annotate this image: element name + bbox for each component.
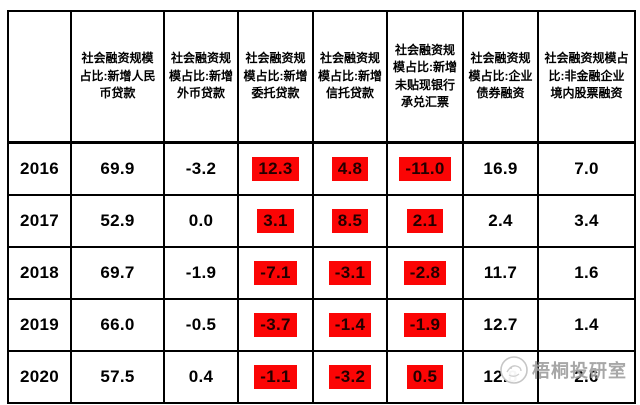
highlighted-value: -3.7 xyxy=(254,313,297,337)
value-cell: 3.4 xyxy=(537,194,636,248)
highlighted-value: 3.1 xyxy=(257,209,294,233)
highlighted-value: -7.1 xyxy=(254,261,297,285)
value-text: 11.7 xyxy=(483,263,518,282)
value-text: 1.4 xyxy=(574,315,599,334)
table-row: 2020 57.5 0.4 -1.1 -3.2 0.5 12.8 2.6 xyxy=(7,350,636,404)
value-cell: -1.1 xyxy=(237,350,314,404)
highlighted-value: -1.1 xyxy=(254,365,297,389)
header-cell-undiscounted-bills: 社会融资规模占比:新增未贴现银行承兑汇票 xyxy=(386,10,464,144)
highlighted-value: 2.1 xyxy=(406,209,444,233)
value-text: -0.5 xyxy=(185,315,217,334)
highlighted-value: -11.0 xyxy=(399,157,451,181)
highlighted-value: -1.9 xyxy=(403,313,447,337)
highlighted-value: -1.4 xyxy=(328,313,372,337)
value-text: 0.4 xyxy=(188,367,214,386)
value-cell: 4.8 xyxy=(312,141,388,196)
table-row: 2018 69.7 -1.9 -7.1 -3.1 -2.8 11.7 1.6 xyxy=(7,246,636,300)
value-cell: 12.8 xyxy=(462,350,539,404)
value-cell: -0.5 xyxy=(163,298,239,352)
value-text: 66.0 xyxy=(100,315,135,334)
value-text: 12.7 xyxy=(483,315,518,334)
value-cell: 16.9 xyxy=(462,141,539,196)
value-text: 0.0 xyxy=(188,211,214,230)
value-cell: 0.5 xyxy=(386,350,464,404)
value-cell: 8.5 xyxy=(312,194,388,248)
value-cell: 69.9 xyxy=(70,141,165,196)
highlighted-value: 0.5 xyxy=(406,365,444,389)
value-cell: -11.0 xyxy=(386,141,464,196)
table-header: 社会融资规模占比:新增人民币贷款 社会融资规模占比:新增外币贷款 社会融资规模占… xyxy=(7,10,636,144)
value-text: 12.8 xyxy=(483,367,518,386)
value-cell: -3.1 xyxy=(312,246,388,300)
value-cell: 12.7 xyxy=(462,298,539,352)
highlighted-value: 8.5 xyxy=(331,209,369,233)
value-cell: 11.7 xyxy=(462,246,539,300)
value-text: 3.4 xyxy=(574,211,599,230)
value-text: 2.4 xyxy=(488,211,513,230)
year-cell: 2019 xyxy=(7,298,72,352)
value-cell: -7.1 xyxy=(237,246,314,300)
value-cell: 52.9 xyxy=(70,194,165,248)
highlighted-value: 12.3 xyxy=(252,157,299,181)
year-cell: 2017 xyxy=(7,194,72,248)
value-cell: 3.1 xyxy=(237,194,314,248)
highlighted-value: 4.8 xyxy=(331,157,369,181)
value-text: 69.9 xyxy=(100,159,135,178)
highlighted-value: -3.1 xyxy=(328,261,372,285)
table-row: 2016 69.9 -3.2 12.3 4.8 -11.0 16.9 7.0 xyxy=(7,141,636,196)
value-cell: -1.4 xyxy=(312,298,388,352)
year-cell: 2018 xyxy=(7,246,72,300)
year-cell: 2020 xyxy=(7,350,72,404)
social-financing-table: 社会融资规模占比:新增人民币贷款 社会融资规模占比:新增外币贷款 社会融资规模占… xyxy=(7,10,636,404)
value-cell: 7.0 xyxy=(537,141,636,196)
header-cell-trust-loans: 社会融资规模占比:新增信托贷款 xyxy=(312,10,388,144)
highlighted-value: -3.2 xyxy=(328,365,372,389)
highlighted-value: -2.8 xyxy=(403,261,447,285)
value-cell: 1.4 xyxy=(537,298,636,352)
value-cell: 0.4 xyxy=(163,350,239,404)
value-cell: 2.6 xyxy=(537,350,636,404)
header-cell-fx-loans: 社会融资规模占比:新增外币贷款 xyxy=(163,10,239,144)
header-row: 社会融资规模占比:新增人民币贷款 社会融资规模占比:新增外币贷款 社会融资规模占… xyxy=(7,10,636,144)
value-cell: 66.0 xyxy=(70,298,165,352)
header-cell-year xyxy=(7,10,72,144)
table-row: 2017 52.9 0.0 3.1 8.5 2.1 2.4 3.4 xyxy=(7,194,636,248)
value-cell: -3.7 xyxy=(237,298,314,352)
value-cell: -1.9 xyxy=(386,298,464,352)
table-body: 2016 69.9 -3.2 12.3 4.8 -11.0 16.9 7.0 2017 52.9 0… xyxy=(7,141,636,404)
value-cell: 0.0 xyxy=(163,194,239,248)
header-cell-corporate-bonds: 社会融资规模占比:企业债券融资 xyxy=(462,10,539,144)
value-cell: 1.6 xyxy=(537,246,636,300)
header-cell-equity-financing: 社会融资规模占比:非金融企业境内股票融资 xyxy=(537,10,636,144)
value-cell: -3.2 xyxy=(163,141,239,196)
value-text: 1.6 xyxy=(574,263,599,282)
value-cell: 2.1 xyxy=(386,194,464,248)
value-cell: 12.3 xyxy=(237,141,314,196)
value-text: 52.9 xyxy=(100,211,135,230)
value-cell: -2.8 xyxy=(386,246,464,300)
value-text: -1.9 xyxy=(185,263,217,282)
value-cell: -1.9 xyxy=(163,246,239,300)
value-text: 7.0 xyxy=(574,159,599,178)
header-cell-entrusted-loans: 社会融资规模占比:新增委托贷款 xyxy=(237,10,314,144)
value-text: 57.5 xyxy=(100,367,135,386)
value-text: 2.6 xyxy=(574,367,599,386)
value-cell: 69.7 xyxy=(70,246,165,300)
value-cell: 57.5 xyxy=(70,350,165,404)
value-text: 16.9 xyxy=(483,159,518,178)
value-cell: -3.2 xyxy=(312,350,388,404)
table-row: 2019 66.0 -0.5 -3.7 -1.4 -1.9 12.7 1.4 xyxy=(7,298,636,352)
value-text: 69.7 xyxy=(100,263,135,282)
header-cell-rmb-loans: 社会融资规模占比:新增人民币贷款 xyxy=(70,10,165,144)
year-cell: 2016 xyxy=(7,141,72,196)
value-cell: 2.4 xyxy=(462,194,539,248)
value-text: -3.2 xyxy=(185,159,217,178)
